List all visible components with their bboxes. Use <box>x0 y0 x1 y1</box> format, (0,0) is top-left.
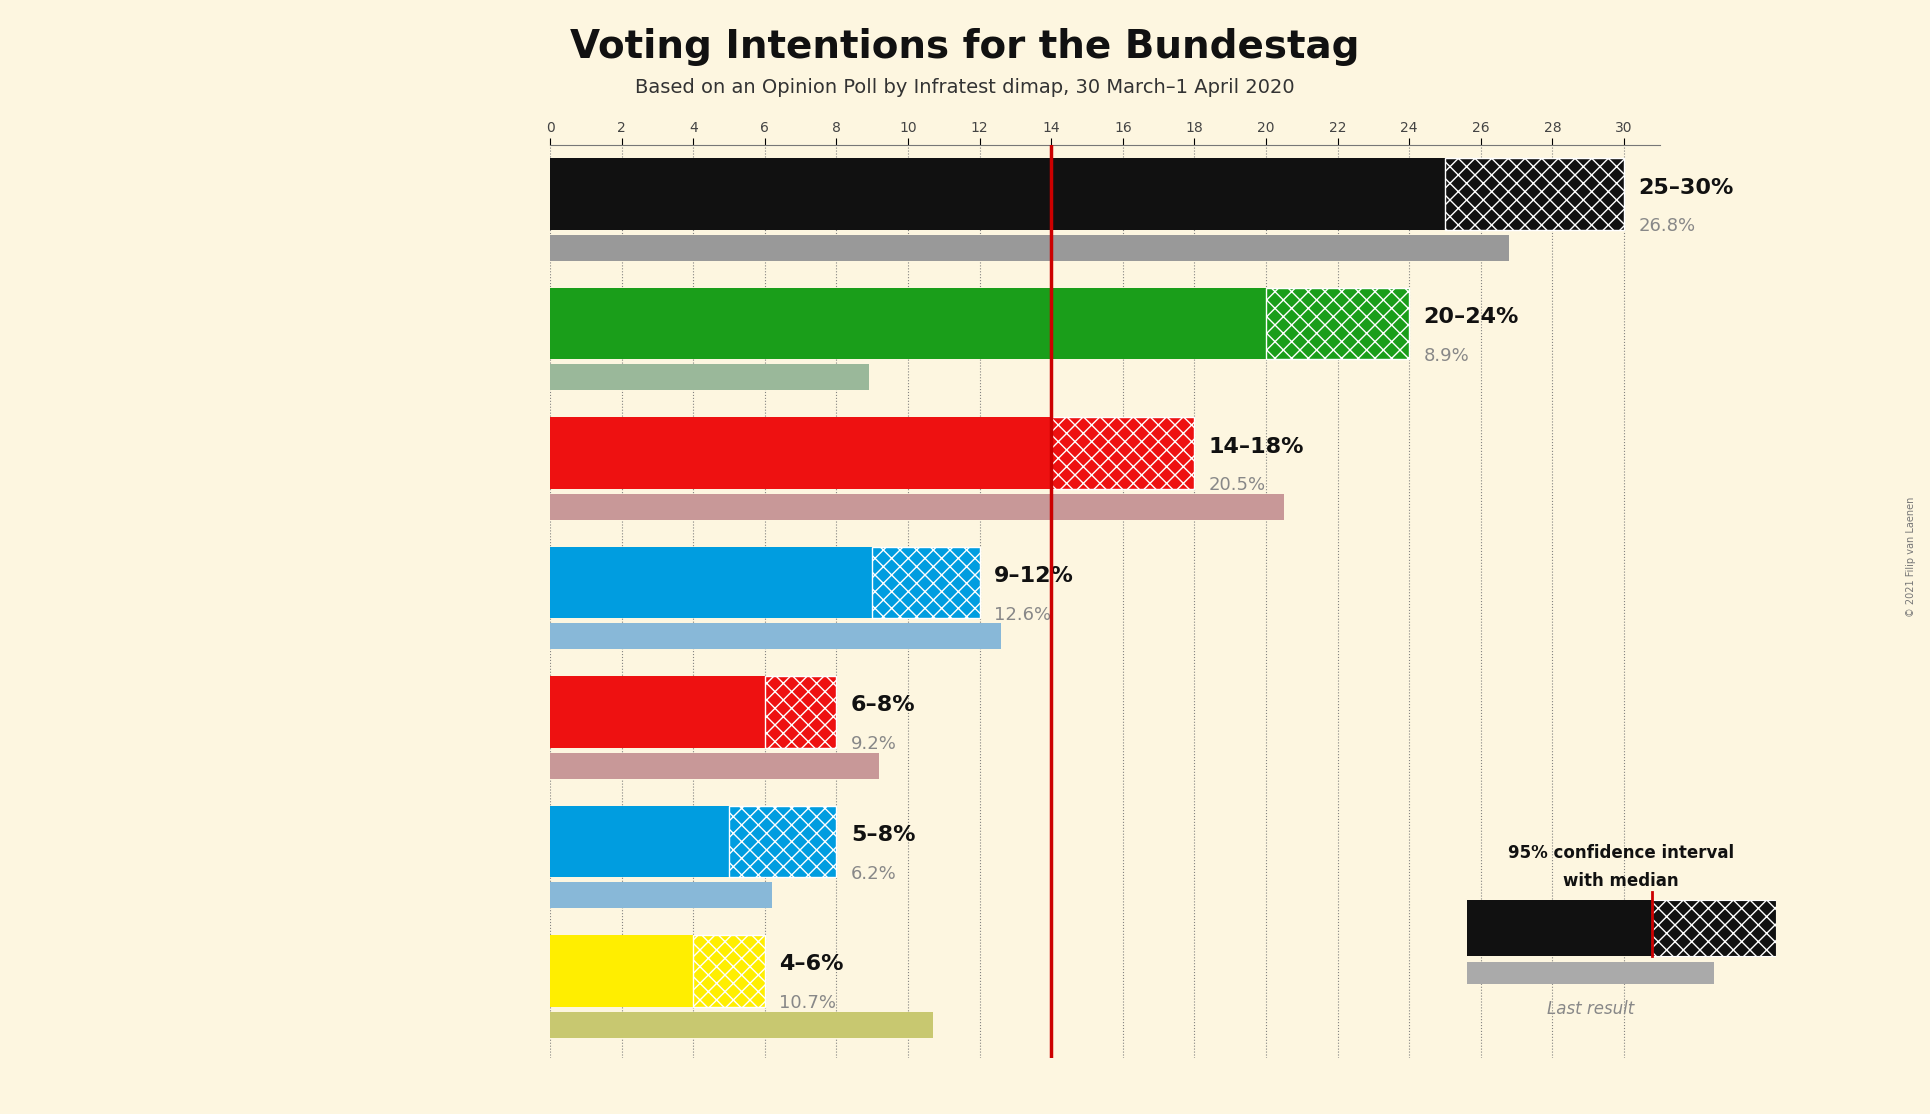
Text: with median: with median <box>1563 871 1679 890</box>
Text: 12.6%: 12.6% <box>994 606 1052 624</box>
Bar <box>693 936 764 1007</box>
Bar <box>764 676 836 747</box>
Bar <box>550 882 772 908</box>
Bar <box>1467 900 1652 956</box>
Bar <box>550 235 1509 261</box>
Text: 20.5%: 20.5% <box>1208 477 1266 495</box>
Text: 5–8%: 5–8% <box>851 825 915 844</box>
Bar <box>550 805 730 877</box>
Text: 95% confidence interval: 95% confidence interval <box>1507 843 1735 861</box>
Bar <box>730 805 836 877</box>
Bar <box>550 676 764 747</box>
Bar <box>1652 900 1776 956</box>
Text: Based on an Opinion Poll by Infratest dimap, 30 March–1 April 2020: Based on an Opinion Poll by Infratest di… <box>635 78 1295 97</box>
Bar <box>730 805 836 877</box>
Text: 14–18%: 14–18% <box>1208 437 1305 457</box>
Bar <box>1446 158 1623 229</box>
Bar <box>1052 418 1195 489</box>
Bar <box>550 753 880 779</box>
Text: 10.7%: 10.7% <box>780 995 836 1013</box>
Text: 8.9%: 8.9% <box>1424 346 1469 365</box>
Bar <box>550 418 1052 489</box>
Bar <box>1266 287 1409 359</box>
Bar <box>1467 961 1714 984</box>
Text: 4–6%: 4–6% <box>780 955 843 975</box>
Text: 9–12%: 9–12% <box>994 566 1073 586</box>
Bar <box>1652 900 1776 956</box>
Text: 6–8%: 6–8% <box>851 695 915 715</box>
Text: 20–24%: 20–24% <box>1424 307 1519 328</box>
Bar <box>550 936 693 1007</box>
Bar <box>550 287 1266 359</box>
Text: Last result: Last result <box>1546 1000 1635 1018</box>
Bar <box>550 623 1002 649</box>
Bar <box>550 547 872 618</box>
Bar <box>1266 287 1409 359</box>
Text: 26.8%: 26.8% <box>1639 217 1695 235</box>
Bar <box>872 547 980 618</box>
Text: 6.2%: 6.2% <box>851 864 897 882</box>
Bar <box>550 158 1446 229</box>
Bar <box>693 936 764 1007</box>
Bar <box>550 494 1283 519</box>
Text: © 2021 Filip van Laenen: © 2021 Filip van Laenen <box>1907 497 1916 617</box>
Text: 9.2%: 9.2% <box>851 735 897 753</box>
Bar <box>550 364 868 390</box>
Bar <box>872 547 980 618</box>
Text: Voting Intentions for the Bundestag: Voting Intentions for the Bundestag <box>569 28 1361 66</box>
Text: 25–30%: 25–30% <box>1639 177 1733 197</box>
Bar <box>1052 418 1195 489</box>
Bar <box>550 1012 932 1037</box>
Bar <box>764 676 836 747</box>
Bar <box>1446 158 1623 229</box>
